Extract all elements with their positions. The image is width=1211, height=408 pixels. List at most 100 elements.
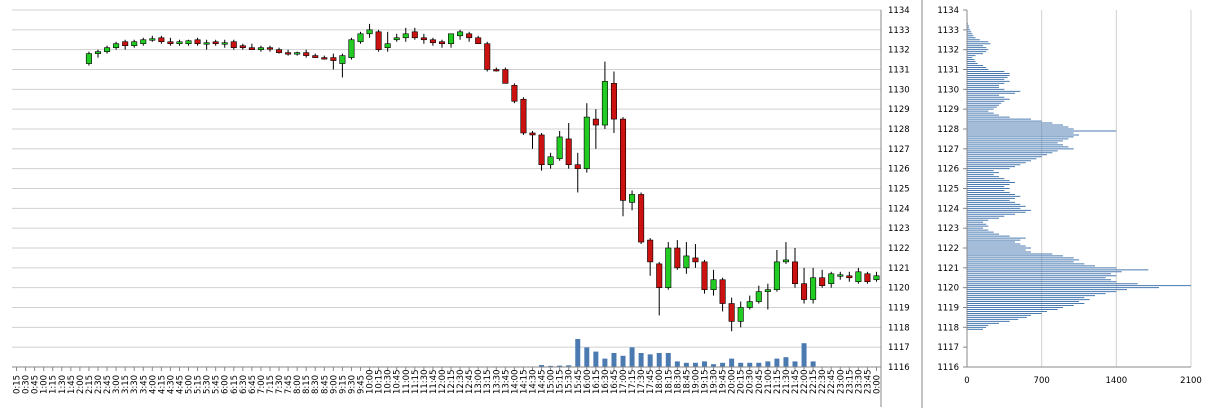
main-y-tick-label: 1125 (888, 185, 910, 195)
main-x-tick-label: 0:15 (13, 375, 23, 394)
candle-body (194, 39, 201, 45)
volume-bar (711, 364, 717, 367)
volume-bar (602, 358, 608, 367)
main-x-tick-label: 15:30 (565, 370, 575, 395)
main-x-tick-label: 22:00 (800, 370, 810, 395)
candle-body (212, 41, 219, 45)
volume-bar (720, 362, 726, 367)
main-x-tick-label: 20:00 (728, 370, 738, 395)
volume-bar (539, 365, 545, 367)
main-x-tick-label: 6:15 (230, 375, 240, 394)
main-x-tick-label: 16:15 (592, 370, 602, 395)
volume-bar (747, 362, 753, 367)
volume-profile-x-axis: 0 700 1400 2100 (964, 376, 1202, 386)
main-x-tick-label: 20:45 (755, 370, 765, 395)
candle-body (710, 279, 717, 290)
main-x-tick-label: 21:00 (764, 370, 774, 395)
main-x-tick-label: 3:30 (130, 375, 140, 394)
main-x-tick-label: 4:30 (166, 375, 176, 394)
main-x-tick-label: 9:30 (347, 375, 357, 394)
volume-bar (801, 343, 807, 367)
candle-body (538, 134, 545, 165)
main-x-tick-label: 1:00 (40, 375, 50, 394)
candle-body (457, 31, 464, 37)
volume-bars (539, 339, 816, 367)
main-x-tick-label: 4:45 (175, 375, 185, 394)
main-x-tick-label: 7:00 (257, 375, 267, 394)
profile-x-tick-label: 700 (1034, 376, 1050, 386)
candle-body (647, 239, 654, 263)
main-x-tick-label: 13:15 (483, 370, 493, 395)
candle-body (737, 307, 744, 322)
main-x-tick-label: 13:00 (474, 370, 484, 395)
candle-body (294, 52, 301, 55)
candle-body (402, 33, 409, 39)
candle-body (828, 273, 835, 284)
volume-profile-y-axis: 1116 1117 1118 1119 1120 1121 1122 1123 1124 1125… (937, 6, 1191, 373)
main-y-tick-label: 1127 (888, 145, 910, 155)
candle-body (366, 29, 373, 35)
main-x-tick-label: 6:30 (239, 375, 249, 394)
main-x-tick-label: 21:30 (782, 370, 792, 395)
candle-body (303, 52, 310, 56)
candle-body (438, 41, 445, 45)
candle-body (94, 51, 102, 54)
main-y-tick-label: 1128 (888, 125, 910, 135)
main-y-tick-label: 1133 (888, 26, 910, 36)
candle-body (357, 33, 364, 43)
candlestick-series (85, 23, 880, 332)
candle-body (122, 41, 129, 47)
volume-bar (810, 361, 816, 367)
candle-body (529, 132, 536, 136)
candle-body (864, 273, 871, 283)
main-x-tick-label: 16:00 (583, 370, 593, 395)
main-x-tick-label: 20:15 (737, 370, 747, 395)
volume-bar (665, 353, 671, 367)
main-x-tick-label: 8:30 (311, 375, 321, 394)
main-y-tick-label: 1118 (888, 323, 910, 333)
candle-body (276, 49, 283, 53)
candle-body (610, 83, 617, 120)
main-y-tick-label: 1134 (888, 6, 910, 16)
candle-body (167, 41, 174, 45)
candle-body (755, 291, 762, 302)
candle-body (701, 261, 708, 290)
profile-y-tick-label: 1126 (937, 165, 959, 175)
candle-body (393, 37, 400, 41)
volume-bar (683, 362, 689, 367)
main-x-tick-label: 22:30 (818, 370, 828, 395)
main-y-tick-label: 1117 (888, 343, 910, 353)
main-x-tick-label: 17:00 (619, 370, 629, 395)
profile-x-tick-label: 1400 (1106, 376, 1128, 386)
profile-y-tick-label: 1122 (937, 244, 959, 254)
candle-body (502, 69, 509, 84)
candle-body (719, 279, 726, 304)
candle-body (547, 156, 554, 165)
candle-body (565, 138, 572, 166)
main-x-tick-label: 2:15 (85, 375, 95, 394)
profile-y-tick-label: 1123 (937, 224, 959, 234)
main-x-tick-label: 7:45 (284, 375, 294, 394)
candle-body (764, 289, 771, 292)
main-x-tick-label: 5:30 (203, 375, 213, 394)
profile-y-tick-label: 1124 (937, 204, 959, 214)
main-x-tick-label: 10:45 (393, 370, 403, 395)
candle-body (855, 271, 862, 283)
main-y-tick-label: 1121 (888, 264, 910, 274)
main-x-tick-label: 1:30 (58, 375, 68, 394)
main-x-tick-label: 4:15 (157, 375, 167, 394)
profile-x-tick-label: 0 (964, 376, 969, 386)
main-x-tick-label: 23:15 (845, 370, 855, 395)
profile-y-tick-label: 1133 (937, 26, 959, 36)
profile-y-tick-label: 1134 (937, 6, 959, 16)
main-x-tick-label: 7:30 (275, 375, 285, 394)
main-x-tick-label: 3:45 (139, 375, 149, 394)
candle-body (475, 37, 482, 45)
volume-bar (792, 361, 798, 367)
main-x-tick-label: 9:45 (357, 375, 367, 394)
main-x-tick-label: 4:00 (148, 375, 158, 394)
candle-body (411, 31, 418, 39)
main-x-tick-label: 11:45 (429, 370, 439, 395)
candle-body (728, 303, 735, 322)
candle-body (791, 261, 799, 284)
